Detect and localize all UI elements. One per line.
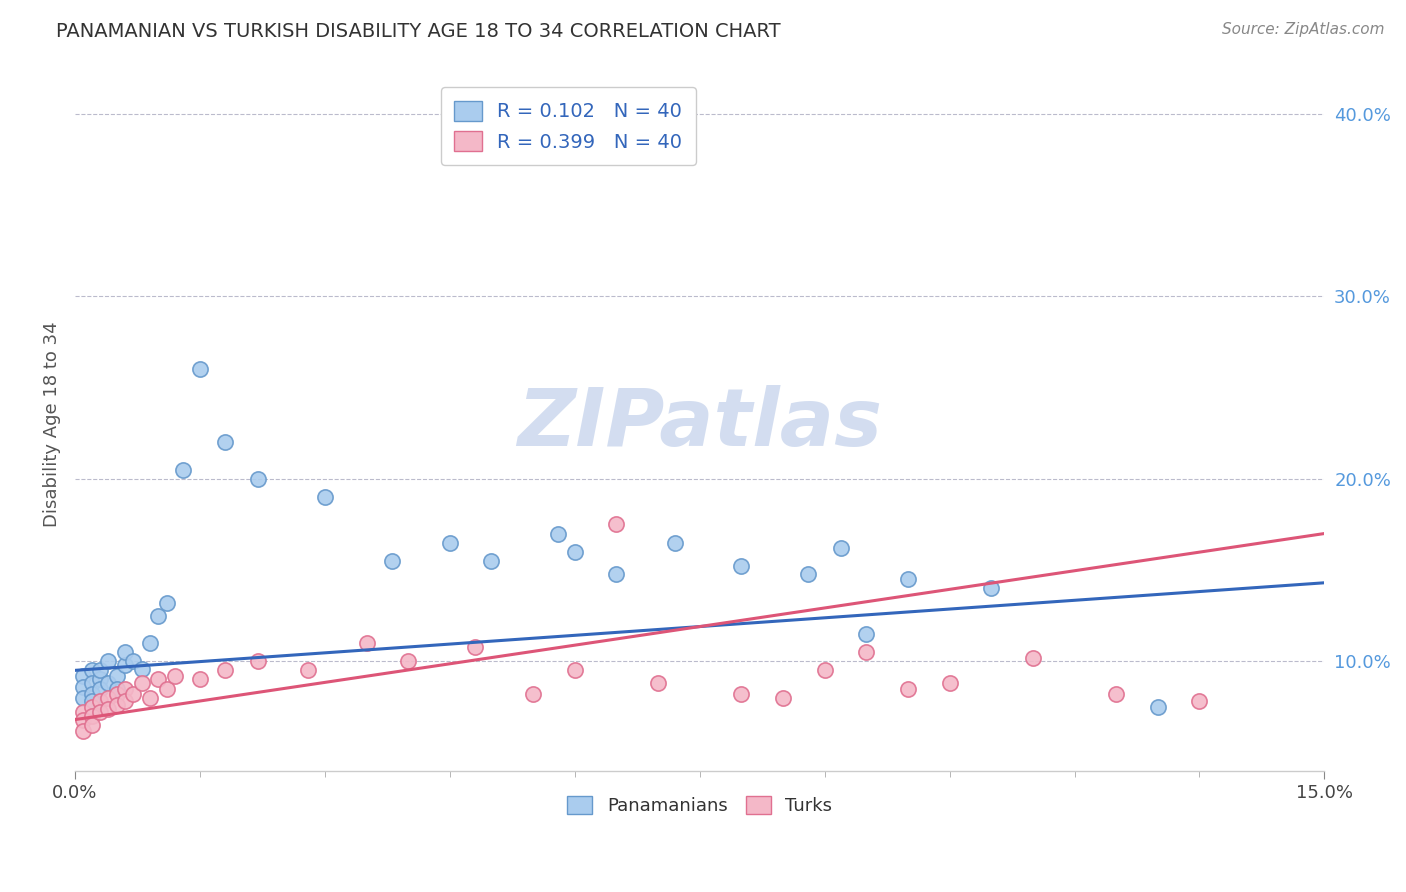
Point — [247, 654, 270, 668]
Point — [80, 664, 103, 678]
Point — [1188, 694, 1211, 708]
Point — [97, 690, 120, 705]
Point — [97, 701, 120, 715]
Point — [188, 673, 211, 687]
Point — [163, 669, 186, 683]
Point — [80, 718, 103, 732]
Point — [122, 654, 145, 668]
Point — [897, 681, 920, 696]
Point — [156, 681, 179, 696]
Point — [481, 554, 503, 568]
Point — [464, 640, 486, 654]
Point — [131, 676, 153, 690]
Point — [1105, 687, 1128, 701]
Text: ZIPatlas: ZIPatlas — [517, 385, 882, 463]
Point — [114, 681, 136, 696]
Point — [380, 554, 402, 568]
Point — [156, 596, 179, 610]
Point — [188, 362, 211, 376]
Point — [105, 698, 128, 712]
Point — [605, 517, 627, 532]
Point — [114, 657, 136, 672]
Point — [772, 690, 794, 705]
Point — [80, 709, 103, 723]
Point — [89, 664, 111, 678]
Point — [114, 694, 136, 708]
Point — [547, 526, 569, 541]
Point — [830, 541, 852, 555]
Point — [97, 676, 120, 690]
Point — [172, 463, 194, 477]
Point — [139, 636, 162, 650]
Point — [1022, 650, 1045, 665]
Point — [80, 694, 103, 708]
Point — [396, 654, 419, 668]
Point — [72, 680, 94, 694]
Point — [814, 664, 837, 678]
Point — [114, 645, 136, 659]
Point — [664, 535, 686, 549]
Point — [439, 535, 461, 549]
Point — [89, 694, 111, 708]
Point — [148, 673, 170, 687]
Point — [564, 545, 586, 559]
Point — [80, 699, 103, 714]
Point — [647, 676, 669, 690]
Point — [897, 572, 920, 586]
Point — [105, 687, 128, 701]
Point — [214, 435, 236, 450]
Point — [89, 706, 111, 720]
Y-axis label: Disability Age 18 to 34: Disability Age 18 to 34 — [44, 321, 60, 527]
Point — [314, 490, 336, 504]
Point — [522, 687, 544, 701]
Point — [72, 706, 94, 720]
Point — [855, 645, 877, 659]
Point — [72, 713, 94, 727]
Point — [131, 661, 153, 675]
Point — [72, 669, 94, 683]
Point — [80, 687, 103, 701]
Point — [139, 690, 162, 705]
Point — [105, 681, 128, 696]
Point — [97, 654, 120, 668]
Point — [72, 723, 94, 738]
Point — [980, 581, 1002, 595]
Text: Source: ZipAtlas.com: Source: ZipAtlas.com — [1222, 22, 1385, 37]
Point — [797, 566, 820, 581]
Point — [297, 664, 319, 678]
Point — [938, 676, 960, 690]
Point — [1146, 699, 1168, 714]
Point — [605, 566, 627, 581]
Point — [564, 664, 586, 678]
Point — [247, 472, 270, 486]
Point — [72, 690, 94, 705]
Point — [89, 681, 111, 696]
Point — [105, 669, 128, 683]
Point — [730, 559, 752, 574]
Point — [148, 608, 170, 623]
Point — [122, 687, 145, 701]
Point — [855, 627, 877, 641]
Point — [730, 687, 752, 701]
Point — [89, 673, 111, 687]
Text: PANAMANIAN VS TURKISH DISABILITY AGE 18 TO 34 CORRELATION CHART: PANAMANIAN VS TURKISH DISABILITY AGE 18 … — [56, 22, 780, 41]
Point — [214, 664, 236, 678]
Point — [356, 636, 378, 650]
Point — [80, 676, 103, 690]
Legend: Panamanians, Turks: Panamanians, Turks — [558, 787, 841, 824]
